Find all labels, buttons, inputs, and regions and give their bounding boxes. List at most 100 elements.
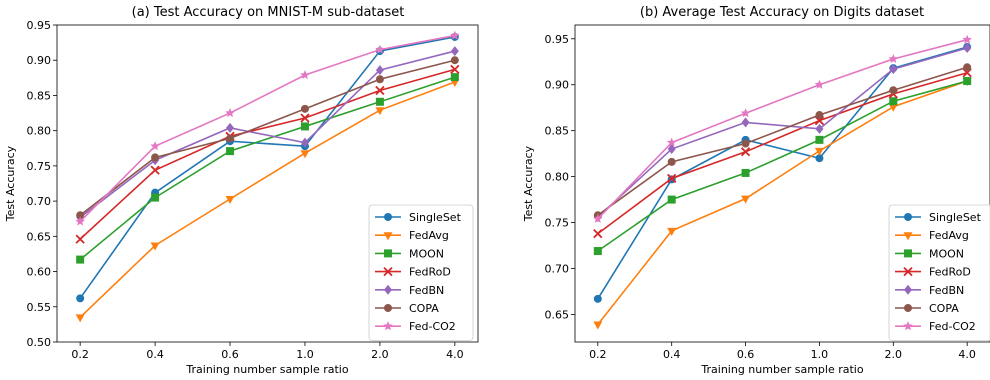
x-tick-label: 4.0 <box>446 348 464 361</box>
legend-marker <box>383 266 393 277</box>
y-tick-label: 0.70 <box>27 195 52 208</box>
series-line <box>79 50 456 218</box>
y-tick-label: 0.75 <box>545 217 570 230</box>
data-point <box>888 54 899 64</box>
data-point <box>962 34 972 44</box>
data-point <box>666 137 677 147</box>
data-point <box>815 123 824 134</box>
data-point <box>740 108 751 118</box>
data-point <box>740 147 751 157</box>
y-tick-label: 0.95 <box>545 33 570 46</box>
legend-marker <box>383 232 393 241</box>
data-point <box>450 30 460 40</box>
y-tick-label: 0.90 <box>545 79 570 92</box>
data-point <box>300 137 309 148</box>
data-point <box>375 85 385 96</box>
legend-marker <box>904 304 912 312</box>
data-point <box>593 213 603 223</box>
data-point <box>226 122 235 133</box>
x-tick-label: 4.0 <box>958 348 976 361</box>
series-line <box>79 68 456 240</box>
data-point <box>593 228 603 239</box>
data-point <box>300 113 310 123</box>
data-point <box>375 44 385 54</box>
legend-item: COPA <box>375 302 439 315</box>
x-tick-label: 0.4 <box>663 348 681 361</box>
data-point <box>815 154 824 163</box>
series-moon <box>593 77 972 256</box>
data-point <box>667 227 677 236</box>
legend-item: SingleSet <box>375 211 462 224</box>
legend-label: MOON <box>409 247 444 260</box>
series-line <box>79 76 456 261</box>
data-point <box>225 195 235 204</box>
x-tick-label: 1.0 <box>811 348 829 361</box>
data-point <box>667 157 676 166</box>
legend-marker <box>903 266 913 277</box>
data-point <box>300 122 309 131</box>
series-fed-co2 <box>593 34 972 223</box>
data-point <box>963 77 972 86</box>
data-point <box>889 97 898 106</box>
plot-frame <box>574 24 990 343</box>
data-point <box>300 150 310 159</box>
x-axis-label: Training number sample ratio <box>700 363 863 376</box>
series-line <box>597 80 968 252</box>
series-copa <box>593 63 972 220</box>
data-point <box>667 144 676 155</box>
data-point <box>76 294 85 303</box>
data-point <box>741 168 750 177</box>
legend-box <box>368 204 474 341</box>
legend-item: Fed-CO2 <box>895 320 976 333</box>
data-point <box>375 75 384 84</box>
series-line <box>597 38 968 220</box>
data-point <box>963 42 972 53</box>
data-point <box>225 108 235 118</box>
series-fedbn <box>76 46 459 223</box>
legend: SingleSet FedAvg MOON FedRoD FedBN COPA Fed-CO… <box>888 204 990 341</box>
data-point <box>226 147 235 156</box>
series-line <box>597 80 968 326</box>
y-tick-label: 0.85 <box>545 125 570 138</box>
data-point <box>375 107 385 116</box>
data-point <box>888 103 898 112</box>
data-point <box>151 153 160 162</box>
data-point <box>889 86 898 95</box>
data-point <box>150 165 160 175</box>
series-line <box>597 46 968 300</box>
data-point <box>151 193 160 202</box>
chart-panel-1: (a) Test Accuracy on MNIST-M sub-dataset… <box>4 5 479 376</box>
legend-marker <box>383 321 393 331</box>
data-point <box>963 63 972 72</box>
y-tick-label: 0.75 <box>27 160 52 173</box>
legend-label: FedBN <box>409 284 444 297</box>
legend-label: MOON <box>929 247 964 260</box>
x-tick-label: 0.4 <box>146 348 164 361</box>
data-point <box>593 294 602 303</box>
legend-label: FedAvg <box>409 229 449 242</box>
x-axis-label: Training number sample ratio <box>185 363 348 376</box>
legend-label: FedAvg <box>929 229 969 242</box>
series-line <box>597 72 968 235</box>
data-point <box>450 64 460 75</box>
x-tick-label: 0.2 <box>589 348 607 361</box>
x-tick-label: 0.6 <box>737 348 755 361</box>
series-copa <box>76 56 459 220</box>
legend-box <box>888 204 990 341</box>
chart-title: (b) Average Test Accuracy on Digits data… <box>640 5 924 20</box>
data-point <box>815 111 824 120</box>
y-tick-label: 0.70 <box>545 262 570 275</box>
legend-item: FedBN <box>375 284 444 297</box>
y-tick-label: 0.80 <box>545 171 570 184</box>
legend-item: COPA <box>895 302 959 315</box>
series-line <box>597 66 968 216</box>
chart-title: (a) Test Accuracy on MNIST-M sub-dataset <box>132 5 405 20</box>
legend-item: FedRoD <box>375 266 451 279</box>
legend-item: FedAvg <box>375 229 449 242</box>
legend-label: COPA <box>409 302 439 315</box>
legend-marker <box>903 321 913 331</box>
y-tick-label: 0.95 <box>27 19 52 32</box>
data-point <box>150 242 160 251</box>
y-tick-label: 0.60 <box>27 266 52 279</box>
